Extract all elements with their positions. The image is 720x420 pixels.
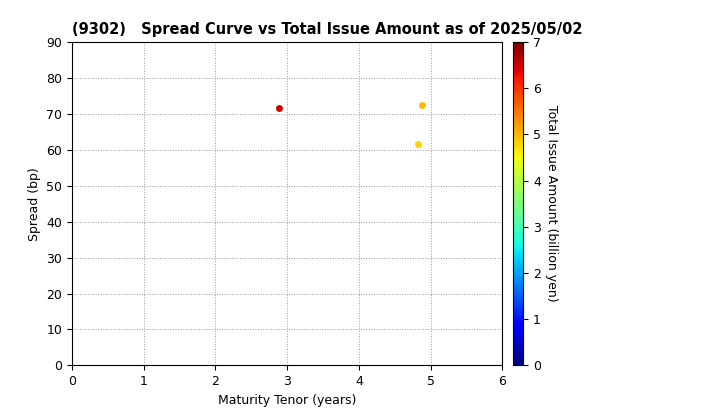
Text: (9302)   Spread Curve vs Total Issue Amount as of 2025/05/02: (9302) Spread Curve vs Total Issue Amoun… (72, 22, 582, 37)
Y-axis label: Total Issue Amount (billion yen): Total Issue Amount (billion yen) (545, 105, 558, 302)
Y-axis label: Spread (bp): Spread (bp) (28, 167, 41, 241)
Point (273, 105, 284, 112)
Point (412, 141, 423, 148)
Point (416, 102, 428, 108)
X-axis label: Maturity Tenor (years): Maturity Tenor (years) (218, 394, 356, 407)
